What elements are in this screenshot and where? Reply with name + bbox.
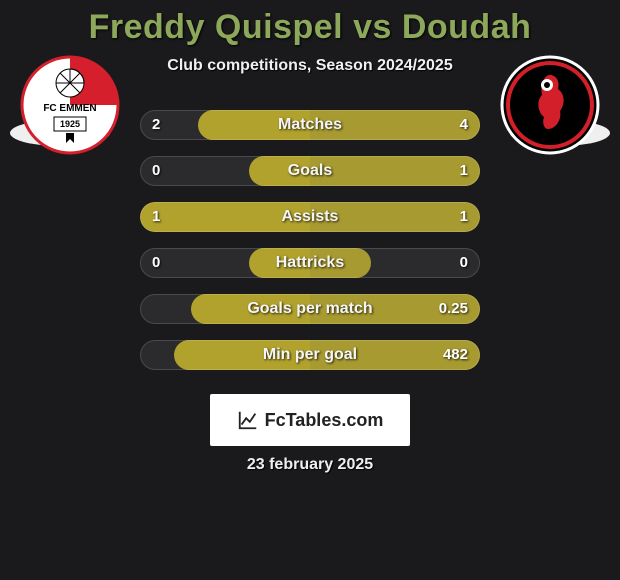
stat-bar-left <box>249 248 310 278</box>
stat-row: Goals per match0.25 <box>0 294 620 340</box>
stat-bar-left <box>198 110 310 140</box>
stat-value-right: 0.25 <box>439 294 468 324</box>
stat-bar-track <box>140 202 480 232</box>
stat-row: Min per goal482 <box>0 340 620 386</box>
stat-bar-left <box>174 340 310 370</box>
stat-bar-track <box>140 294 480 324</box>
stat-bar-left <box>191 294 310 324</box>
stat-value-left: 0 <box>152 156 160 186</box>
stat-bar-right <box>310 110 480 140</box>
stat-value-right: 1 <box>460 156 468 186</box>
stat-row: Assists11 <box>0 202 620 248</box>
stat-value-right: 482 <box>443 340 468 370</box>
stat-row: Goals01 <box>0 156 620 202</box>
page-title: Freddy Quispel vs Doudah <box>0 0 620 47</box>
stat-row: Hattricks00 <box>0 248 620 294</box>
source-label: FcTables.com <box>265 410 384 431</box>
stat-bar-right <box>310 156 480 186</box>
stat-bar-right <box>310 248 371 278</box>
stat-bar-track <box>140 156 480 186</box>
stat-bar-right <box>310 202 480 232</box>
team-left-badge: FC EMMEN 1925 <box>20 55 120 155</box>
stat-bar-left <box>140 202 310 232</box>
date-label: 23 february 2025 <box>0 456 620 474</box>
stat-value-left: 1 <box>152 202 160 232</box>
stat-bar-track <box>140 110 480 140</box>
source-badge: FcTables.com <box>210 394 410 446</box>
svg-text:FC EMMEN: FC EMMEN <box>43 103 96 114</box>
svg-text:1925: 1925 <box>60 119 80 129</box>
stat-value-right: 1 <box>460 202 468 232</box>
stat-bar-track <box>140 248 480 278</box>
stat-value-left: 2 <box>152 110 160 140</box>
team-right-badge <box>500 55 600 155</box>
chart-icon <box>237 409 259 431</box>
stat-value-right: 4 <box>460 110 468 140</box>
stat-bar-left <box>249 156 310 186</box>
infographic-root: Freddy Quispel vs Doudah Club competitio… <box>0 0 620 580</box>
stat-bar-track <box>140 340 480 370</box>
stat-value-right: 0 <box>460 248 468 278</box>
stat-value-left: 0 <box>152 248 160 278</box>
